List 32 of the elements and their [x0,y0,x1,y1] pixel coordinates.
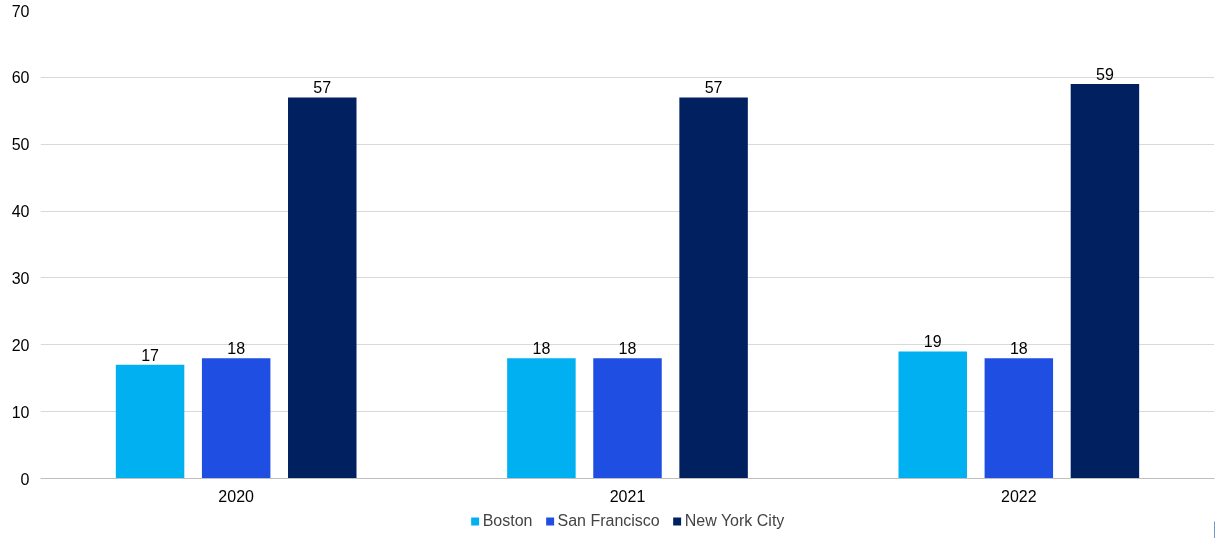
x-tick-label: 2021 [609,487,646,505]
data-label: 18 [532,340,551,358]
legend-label: New York City [684,512,785,530]
bar [593,358,662,479]
data-label: 18 [227,340,246,358]
legend-label: Boston [482,512,533,530]
bar [1070,84,1140,479]
data-label: 19 [923,333,942,351]
bar [679,97,748,479]
y-tick-label: 30 [11,269,30,287]
data-label: 57 [704,79,723,97]
bar [507,358,576,479]
bar [984,358,1054,479]
data-label: 18 [1009,340,1028,358]
data-label: 17 [141,346,160,364]
x-tick-label: 2020 [218,487,255,505]
bar [898,351,967,479]
bar [201,358,271,479]
y-tick-label: 40 [11,203,30,221]
y-tick-label: 70 [11,2,30,20]
data-label: 57 [313,79,332,97]
y-tick-label: 20 [11,336,30,354]
data-label: 18 [618,340,637,358]
x-tick-label: 2022 [1001,487,1037,505]
bar [288,97,357,479]
data-label: 59 [1096,66,1114,84]
y-tick-label: 0 [20,470,30,488]
y-tick-label: 60 [11,69,30,87]
y-tick-label: 50 [11,136,30,154]
y-tick-label: 10 [11,403,30,421]
legend-label: San Francisco [557,512,660,530]
bar [115,364,185,479]
